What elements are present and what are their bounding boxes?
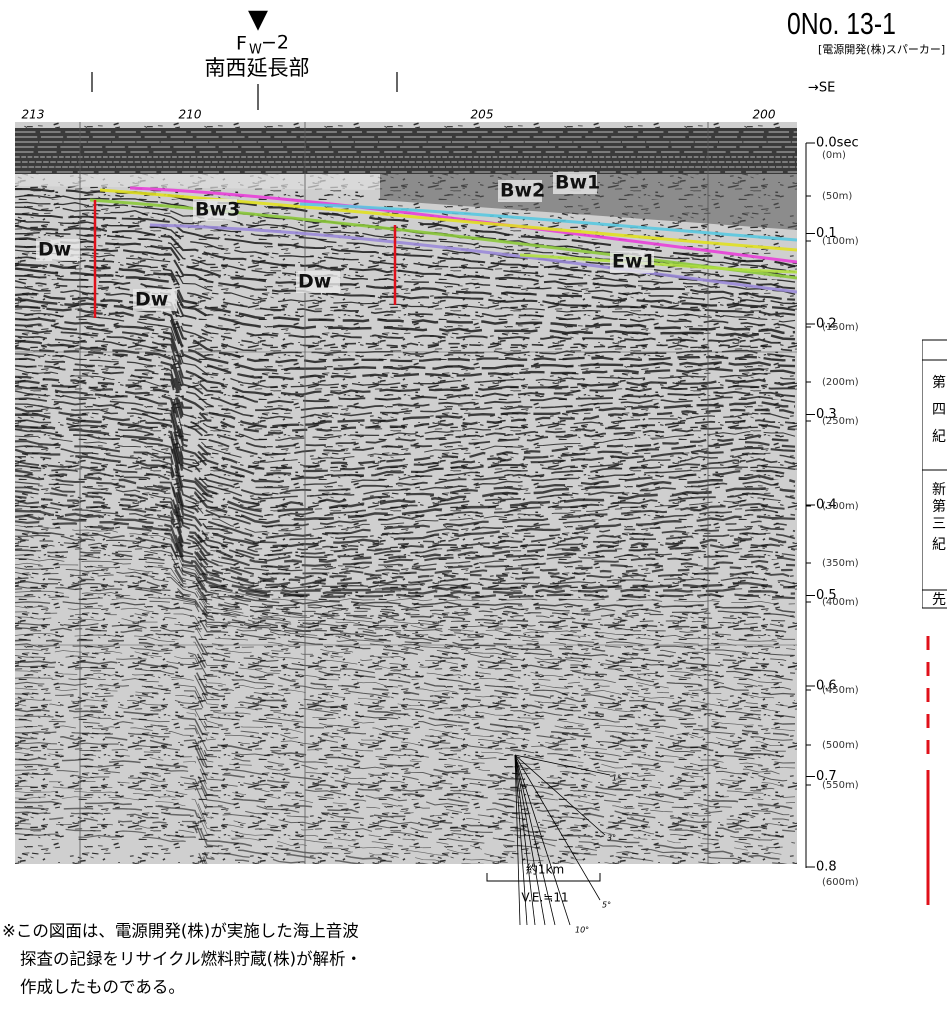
depth-tick-label: (500m) <box>822 740 859 751</box>
survey-source: [電源開発(株)スパーカー] <box>818 42 945 56</box>
note-line: 作成したものである。 <box>20 978 185 997</box>
table-cell: 紀 <box>932 537 946 553</box>
depth-tick-label: (200m) <box>822 377 859 388</box>
table-cell: 第 <box>932 374 946 391</box>
depth-tick-label: (550m) <box>822 780 859 791</box>
sheet-number: 0No. 13-1 <box>787 7 896 41</box>
direction: →SE <box>808 81 835 96</box>
time-axis: 0.0sec0.10.20.30.40.50.60.70.8(0m)(50m)(… <box>806 136 859 889</box>
time-tick-label: 0.8 <box>816 860 837 875</box>
depth-tick-label: (250m) <box>822 416 859 427</box>
angle-label: 10° <box>575 926 589 935</box>
table-cell: 三 <box>932 516 946 532</box>
angle-label: 5° <box>602 901 611 910</box>
section-name: 南西延長部 <box>205 56 310 80</box>
note: ※この図面は、電源開発(株)が実施した海上音波 探査の記録をリサイクル燃料貯蔵(… <box>2 922 362 997</box>
seismic-figure: ▼ F W −2 南西延長部 0No. 13-1 [電源開発(株)スパーカー] … <box>0 0 947 1026</box>
horizon-label: Dw <box>135 289 168 311</box>
horizon-label: Dw <box>298 271 331 293</box>
fault-suffix: −2 <box>261 32 289 54</box>
horizon-label: Bw2 <box>500 180 545 202</box>
horizon-label: Bw3 <box>195 199 240 221</box>
horizon-label: Bw1 <box>555 172 600 194</box>
scale-distance: 約1km <box>526 862 564 877</box>
fault-marker: ▼ <box>248 5 268 35</box>
vertical-exaggeration: V.E.≒11 <box>521 891 568 905</box>
time-tick-label: 0.0sec <box>816 136 859 151</box>
depth-tick-label: (0m) <box>822 150 846 161</box>
shot-point: 200 <box>753 108 776 122</box>
depth-tick-label: (600m) <box>822 877 859 888</box>
horizon-label: Ew1 <box>612 251 656 273</box>
shot-point: 205 <box>471 108 494 122</box>
depth-tick-label: (50m) <box>822 191 852 202</box>
note-line: 探査の記録をリサイクル燃料貯蔵(株)が解析・ <box>20 950 362 969</box>
table-cell: 紀 <box>932 429 946 445</box>
seismic-section: Bw3 Dw Dw Dw Bw2 Bw1 Ew1 <box>15 122 797 940</box>
depth-tick-label: (300m) <box>822 501 859 512</box>
table-cell: 新 <box>932 482 946 498</box>
table-cell: 四 <box>932 402 946 418</box>
shot-point: 213 <box>22 108 45 122</box>
angle-label: 3° <box>607 834 616 843</box>
angle-label: 1° <box>612 774 621 783</box>
page: ▼ F W −2 南西延長部 0No. 13-1 [電源開発(株)スパーカー] … <box>0 0 947 1026</box>
depth-tick-label: (350m) <box>822 558 859 569</box>
shot-point: 210 <box>179 108 202 122</box>
note-line: ※この図面は、電源開発(株)が実施した海上音波 <box>2 922 359 941</box>
fault-name: F <box>236 33 247 55</box>
legend-table: 第四紀新第三紀先 <box>922 340 947 608</box>
horizon-label: Dw <box>38 239 71 261</box>
depth-tick-label: (400m) <box>822 597 859 608</box>
depth-tick-label: (450m) <box>822 685 859 696</box>
depth-tick-label: (150m) <box>822 322 859 333</box>
table-cell: 先 <box>932 592 946 608</box>
table-cell: 第 <box>932 498 946 515</box>
depth-tick-label: (100m) <box>822 236 859 247</box>
